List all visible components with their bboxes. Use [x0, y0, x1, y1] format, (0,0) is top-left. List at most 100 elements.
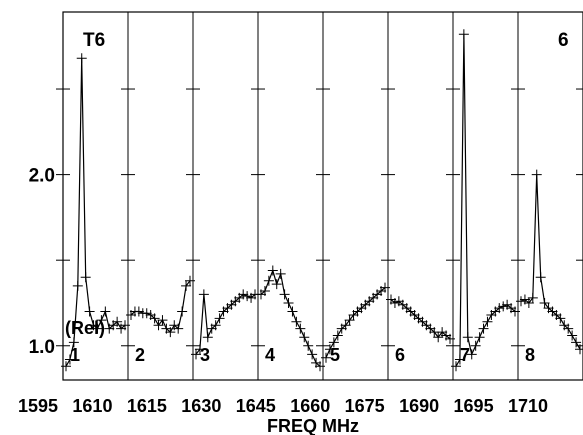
data-point	[64, 354, 75, 365]
data-point	[92, 323, 103, 334]
y-axis-label: (Rel)	[65, 318, 105, 338]
data-point	[470, 340, 481, 351]
panel-number-label: 3	[200, 345, 210, 365]
x-tick-label: 1690	[399, 396, 439, 416]
panel-number-label: 2	[135, 345, 145, 365]
x-tick-label: 1695	[454, 396, 494, 416]
x-tick-label: 1610	[72, 396, 112, 416]
data-point	[563, 323, 574, 334]
data-point	[527, 292, 538, 303]
data-point	[267, 265, 278, 276]
series-line	[260, 268, 321, 367]
data-point	[454, 354, 465, 365]
data-point	[482, 316, 493, 327]
data-point	[80, 272, 91, 283]
x-tick-label: 1645	[236, 396, 276, 416]
data-point	[238, 289, 249, 300]
x-tick-label: 1630	[181, 396, 221, 416]
data-point	[299, 332, 310, 343]
panel-6: 6	[386, 294, 455, 365]
panel-8: 8	[516, 169, 583, 365]
plot-frame	[62, 11, 583, 381]
data-point	[141, 308, 152, 319]
x-tick-label: 1675	[345, 396, 385, 416]
series-line	[520, 174, 581, 350]
panel-number-label: 7	[460, 345, 470, 365]
data-point	[100, 306, 111, 317]
data-point	[332, 330, 343, 341]
y-tick-label: 1.0	[29, 337, 55, 358]
data-point	[303, 340, 314, 351]
data-point	[498, 301, 509, 312]
x-tick-label: 1710	[508, 396, 548, 416]
data-point	[202, 332, 213, 343]
series-line	[65, 58, 126, 367]
data-point	[271, 279, 282, 290]
panel-number-label: 4	[265, 345, 275, 365]
series-line	[455, 34, 516, 367]
data-point	[307, 349, 318, 360]
data-point	[539, 297, 550, 308]
data-point	[555, 313, 566, 324]
panel-number-label: 6	[395, 345, 405, 365]
panel-3: 3	[191, 289, 260, 365]
data-point	[523, 297, 534, 308]
data-point	[149, 313, 160, 324]
data-point	[76, 53, 87, 64]
series-line	[195, 293, 256, 355]
data-point	[344, 315, 355, 326]
x-tick-label: 1660	[290, 396, 330, 416]
data-point	[242, 291, 253, 302]
data-point	[157, 315, 168, 326]
data-point	[283, 297, 294, 308]
data-point	[328, 337, 339, 348]
top-right-label: 6	[558, 30, 569, 51]
data-point	[84, 306, 95, 317]
data-point	[340, 320, 351, 331]
series-line	[390, 299, 451, 340]
data-point	[287, 306, 298, 317]
data-point	[494, 303, 505, 314]
data-point	[535, 272, 546, 283]
data-point	[133, 306, 144, 317]
panel-1: 1	[61, 53, 130, 372]
data-point	[291, 316, 302, 327]
data-point	[474, 332, 485, 343]
x-axis-label: FREQ MHz	[267, 416, 359, 435]
data-point	[279, 289, 290, 300]
data-point	[462, 332, 473, 343]
panel-7: 7	[451, 29, 520, 372]
data-point	[433, 332, 444, 343]
series-line	[325, 287, 386, 358]
series-line	[130, 280, 191, 334]
panel-5: 5	[321, 282, 390, 365]
data-point	[275, 268, 286, 279]
data-point	[466, 349, 477, 360]
data-point	[214, 313, 225, 324]
panel-number-label: 8	[525, 345, 535, 365]
data-point	[96, 315, 107, 326]
panel-2: 2	[126, 275, 195, 365]
panel-number-label: 5	[330, 345, 340, 365]
panel-4: 4	[256, 265, 325, 372]
data-point	[177, 306, 188, 317]
y-tick-label: 2.0	[29, 166, 55, 187]
data-point	[531, 169, 542, 180]
data-point	[112, 316, 123, 327]
data-point	[173, 323, 184, 334]
data-point	[72, 280, 83, 291]
data-point	[210, 320, 221, 331]
data-point	[478, 323, 489, 334]
data-point	[153, 320, 164, 331]
data-point	[198, 289, 209, 300]
data-point	[295, 323, 306, 334]
data-point	[389, 297, 400, 308]
top-left-label: T6	[83, 30, 105, 51]
panel-number-label: 1	[70, 345, 80, 365]
x-tick-label: 1615	[127, 396, 167, 416]
data-point	[263, 275, 274, 286]
data-point	[165, 327, 176, 338]
data-point	[68, 337, 79, 348]
data-point	[259, 285, 270, 296]
